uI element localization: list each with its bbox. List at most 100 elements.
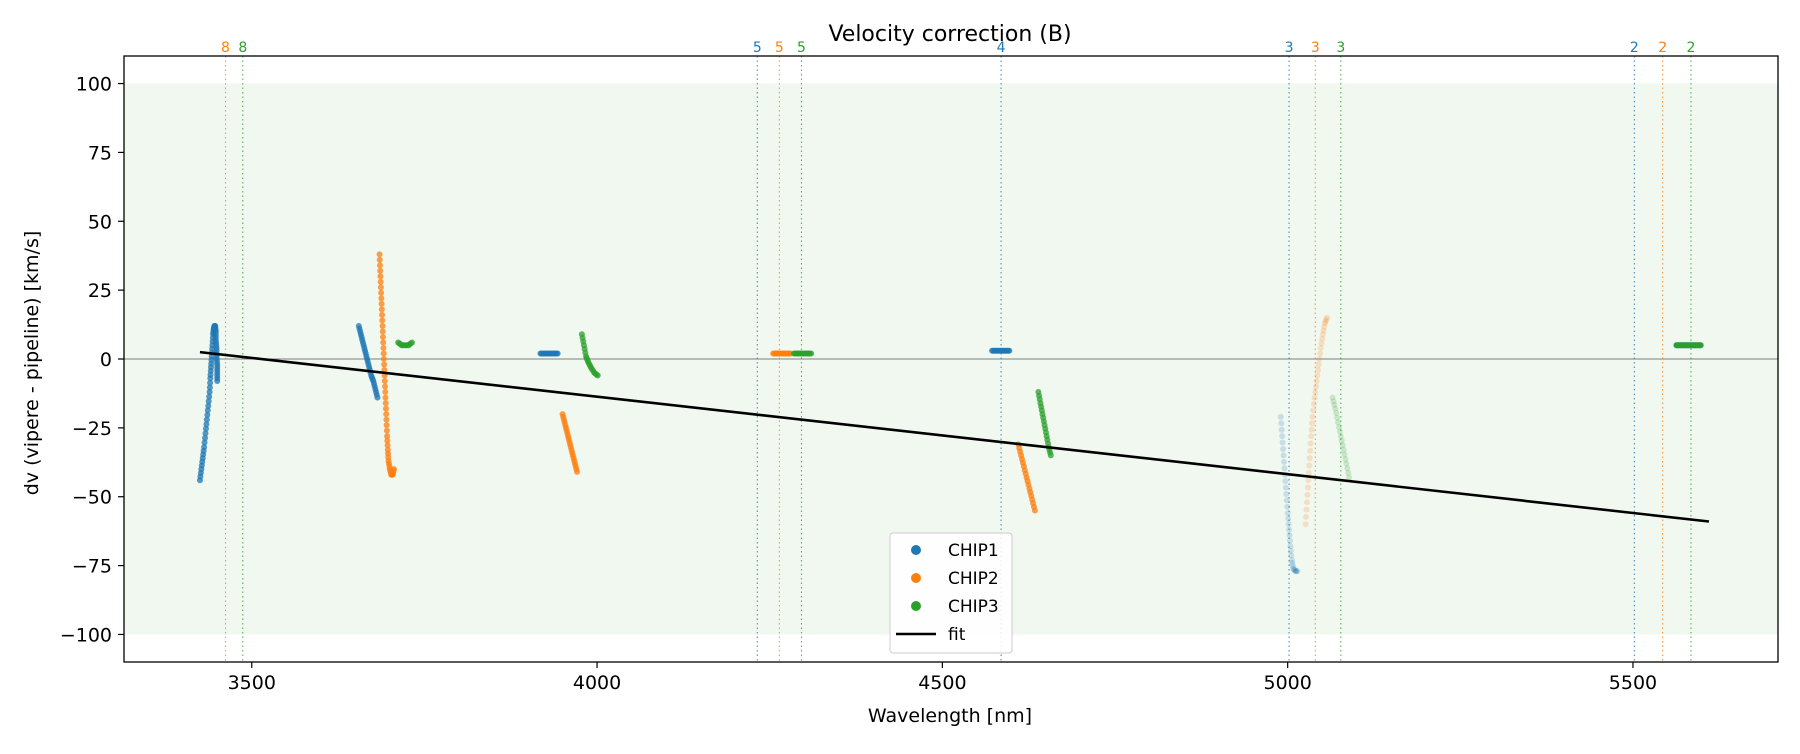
data-point [1304,499,1311,506]
data-point [383,416,390,423]
data-point [1280,452,1287,459]
x-tick-label: 3500 [228,672,276,694]
y-tick-label: 75 [88,142,112,164]
data-point [1317,344,1324,351]
data-point [382,405,389,412]
data-point [1277,413,1284,420]
data-point [1287,547,1294,554]
data-point [202,434,209,441]
data-point [574,468,581,475]
data-point [374,394,381,401]
data-point [1310,400,1317,407]
x-axis-label: Wavelength [nm] [868,705,1032,727]
data-point [1317,350,1324,357]
order-marker-label: 2 [1658,40,1667,56]
data-point [1305,477,1312,484]
data-point [1286,532,1293,539]
data-point [1303,506,1310,513]
data-point [1308,433,1315,440]
data-point [1283,497,1290,504]
data-point [1278,420,1285,427]
order-marker-label: 8 [238,40,247,56]
data-point [1323,316,1330,323]
data-point [205,398,212,405]
data-point [1322,318,1329,325]
data-point [1302,521,1309,528]
data-point [1284,503,1291,510]
y-tick-label: −100 [60,624,112,646]
data-point [1306,462,1313,469]
data-point [1332,405,1339,412]
order-marker-label: 3 [1336,40,1345,56]
data-point [1303,513,1310,520]
data-point [376,251,383,258]
data-point [1282,478,1289,485]
y-tick-label: −75 [72,556,112,578]
data-point [379,311,386,318]
data-point [1337,433,1344,440]
data-point [203,416,210,423]
data-point [1319,335,1326,342]
data-point [378,289,385,296]
legend: CHIP1 CHIP2 CHIP3 fit [889,532,1013,654]
data-point [1312,389,1319,396]
data-point [1316,356,1323,362]
data-point [1315,361,1322,368]
data-point [1346,474,1353,481]
data-point [205,402,212,409]
x-tick-label: 4000 [573,672,621,694]
y-tick-label: 25 [88,280,112,302]
data-point [1284,510,1291,517]
data-point [1330,398,1337,405]
data-point [1290,566,1297,573]
data-point [1334,414,1341,421]
data-point [1324,314,1331,321]
data-point [1308,426,1315,433]
x-tick-label: 5500 [1609,672,1657,694]
series-chip2 [376,251,1331,528]
data-point [1280,445,1287,452]
data-point [1331,401,1338,408]
data-point [201,444,208,451]
data-point [376,262,383,269]
legend-label: CHIP2 [948,569,999,589]
data-point [382,394,389,401]
data-point [383,427,390,434]
data-point [381,361,388,368]
data-point [1313,378,1320,385]
data-point [391,466,398,473]
data-point [1283,490,1290,497]
data-point [1286,537,1293,544]
data-point [1286,526,1293,533]
data-point [1343,460,1350,467]
data-point [382,400,389,407]
data-point [1290,565,1297,572]
y-tick-label: 100 [76,74,112,96]
data-point [384,442,391,449]
y-tick-label: 50 [88,211,112,233]
x-tick-label: 5000 [1263,672,1311,694]
data-point [808,350,815,357]
data-point [378,295,385,302]
data-point [1333,410,1340,417]
y-axis-label: dv (vipere - pipeline) [km/s] [21,231,43,496]
data-point [1278,426,1285,433]
data-point [377,278,384,285]
data-point [203,421,210,428]
data-point [1329,394,1336,401]
data-point [1309,420,1316,427]
legend-marker [911,573,921,583]
data-point [380,356,387,362]
data-point [1285,515,1292,522]
data-point [378,300,385,307]
data-point [1321,323,1328,330]
data-point [1304,484,1311,491]
data-point [1279,439,1286,446]
data-point [204,407,211,414]
legend-box [889,532,1013,654]
data-point [1314,372,1321,379]
order-marker-label: 8 [221,40,230,56]
